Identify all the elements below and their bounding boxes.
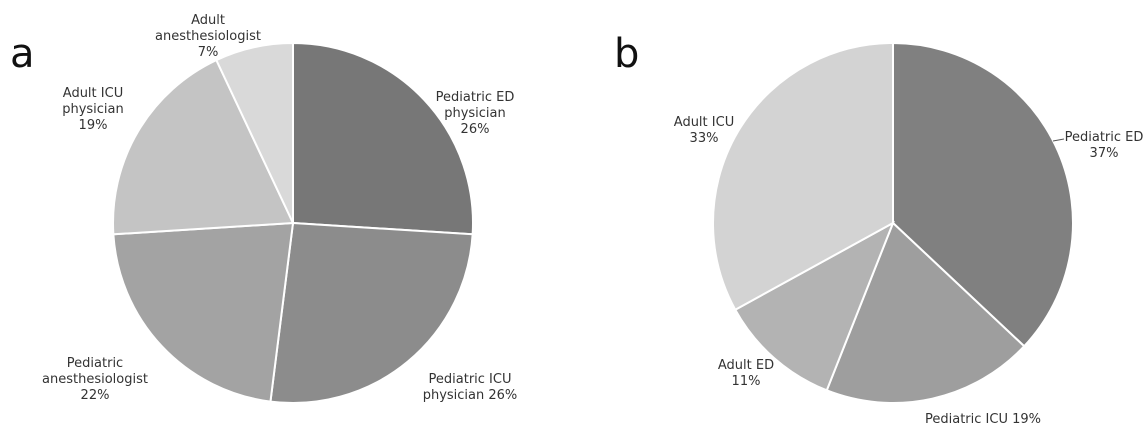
pie-a-slice-2: [112, 221, 295, 403]
pie-b-leader-line-0: [1052, 138, 1065, 142]
pie-b-slice-0: [892, 41, 1074, 348]
pie-a-slice-label-2: Pediatric anesthesiologist 22%: [42, 356, 148, 403]
pie-a-slice-label-3: Adult ICU physician 19%: [62, 86, 124, 133]
pie-b-slice-2: [733, 220, 895, 392]
panel-label-b: b: [614, 31, 640, 77]
pie-a-slice-label-0: Pediatric ED physician 26%: [436, 90, 515, 137]
pie-b-slice-label-1: Pediatric ICU 19%: [925, 412, 1041, 425]
pie-a-slice-label-4: Adult anesthesiologist 7%: [155, 13, 261, 60]
pie-b-slice-3: [712, 41, 894, 312]
pie-a-slice-0: [292, 41, 474, 236]
panel-label-a: a: [10, 31, 35, 77]
pie-a-slice-3: [112, 58, 295, 236]
pie-a-slice-4: [215, 41, 294, 224]
pie-b-slice-label-2: Adult ED 11%: [718, 358, 774, 389]
pie-b-slice-label-0: Pediatric ED 37%: [1065, 130, 1144, 161]
pie-a-slice-label-1: Pediatric ICU physician 26%: [423, 372, 518, 403]
pie-a-slice-1: [269, 221, 474, 404]
pie-b-slice-label-3: Adult ICU 33%: [674, 115, 734, 146]
